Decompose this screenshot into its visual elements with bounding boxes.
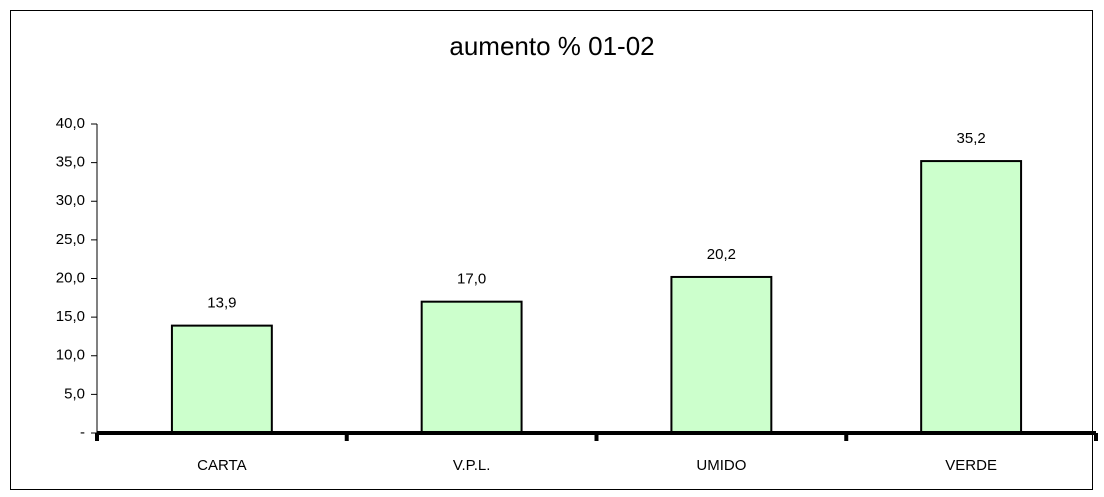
bar [920, 160, 1023, 435]
y-tick-label: 40,0 [56, 115, 85, 132]
y-tick-label: 30,0 [56, 192, 85, 209]
value-label: 17,0 [457, 271, 486, 288]
y-tick-label: 35,0 [56, 154, 85, 171]
y-tick-label: 25,0 [56, 231, 85, 248]
x-tick-label: VERDE [945, 457, 997, 474]
x-tick-label: UMIDO [696, 457, 746, 474]
y-tick-label: - [80, 424, 85, 441]
y-tick-label: 5,0 [64, 385, 85, 402]
bar [670, 275, 773, 434]
value-label: 13,9 [207, 295, 236, 312]
value-label: 20,2 [707, 246, 736, 263]
chart-title: aumento % 01-02 [449, 31, 654, 61]
x-tick-label: V.P.L. [453, 457, 491, 474]
bar [420, 300, 523, 434]
y-tick-label: 20,0 [56, 269, 85, 286]
bar [170, 324, 273, 434]
x-tick-label: CARTA [197, 457, 246, 474]
y-tick-label: 10,0 [56, 347, 85, 364]
y-tick-label: 15,0 [56, 308, 85, 325]
value-label: 35,2 [957, 130, 986, 147]
